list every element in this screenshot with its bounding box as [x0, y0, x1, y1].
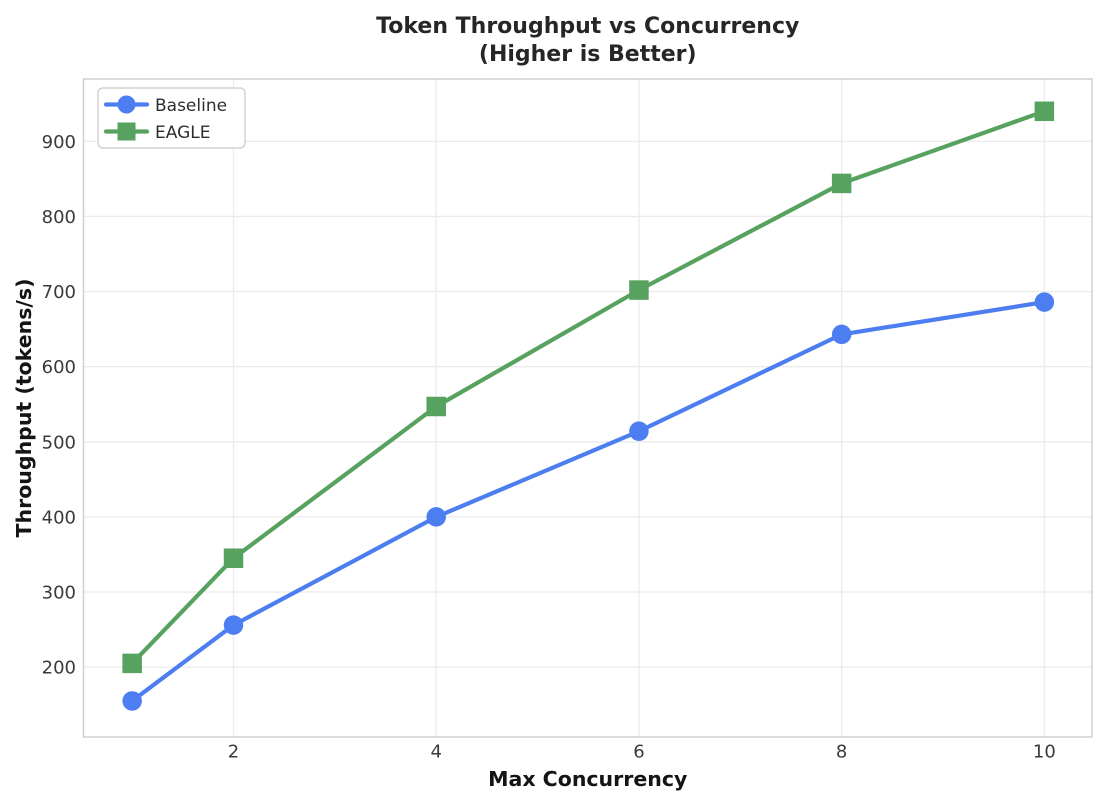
y-tick-label: 800 — [42, 207, 76, 228]
legend-marker-circle — [117, 95, 136, 114]
x-axis-label: Max Concurrency — [488, 767, 687, 791]
chart-title: Token Throughput vs Concurrency — [376, 14, 799, 39]
legend-item-baseline: Baseline — [103, 95, 227, 116]
chart-subtitle: (Higher is Better) — [479, 42, 697, 67]
data-point-eagle — [223, 548, 244, 568]
data-point-baseline — [831, 324, 852, 345]
y-tick-label: 600 — [42, 357, 76, 378]
series-line-baseline — [130, 299, 1047, 704]
y-axis-label: Throughput (tokens/s) — [12, 279, 36, 538]
x-tick-label: 8 — [836, 742, 847, 763]
x-tick-label: 2 — [228, 742, 239, 763]
x-tick-label: 6 — [633, 742, 644, 763]
data-point-eagle — [629, 280, 649, 300]
data-point-baseline — [426, 507, 446, 527]
legend-label: Baseline — [155, 96, 227, 116]
y-tick-label: 400 — [42, 507, 76, 528]
data-point-eagle — [831, 173, 852, 194]
data-point-eagle — [426, 396, 446, 417]
series-line-eagle — [130, 109, 1047, 666]
y-tick-label: 300 — [42, 583, 76, 604]
data-point-baseline — [1034, 292, 1055, 312]
plot-area — [83, 79, 1092, 737]
plot-border — [82, 78, 1093, 738]
y-tick-label: 900 — [42, 132, 76, 153]
y-tick-label: 200 — [42, 658, 76, 679]
legend-label: EAGLE — [155, 123, 210, 143]
legend: Baseline EAGLE — [97, 87, 246, 149]
data-point-baseline — [122, 691, 142, 711]
legend-item-eagle: EAGLE — [103, 122, 210, 143]
data-point-baseline — [223, 615, 244, 635]
y-tick-label: 500 — [42, 432, 76, 453]
data-point-eagle — [1034, 101, 1055, 122]
x-tick-label: 10 — [1033, 742, 1056, 763]
x-tick-label: 4 — [430, 742, 441, 763]
legend-marker-square — [117, 122, 136, 141]
data-point-baseline — [629, 421, 649, 442]
y-tick-label: 700 — [42, 282, 76, 303]
data-point-eagle — [122, 653, 142, 674]
